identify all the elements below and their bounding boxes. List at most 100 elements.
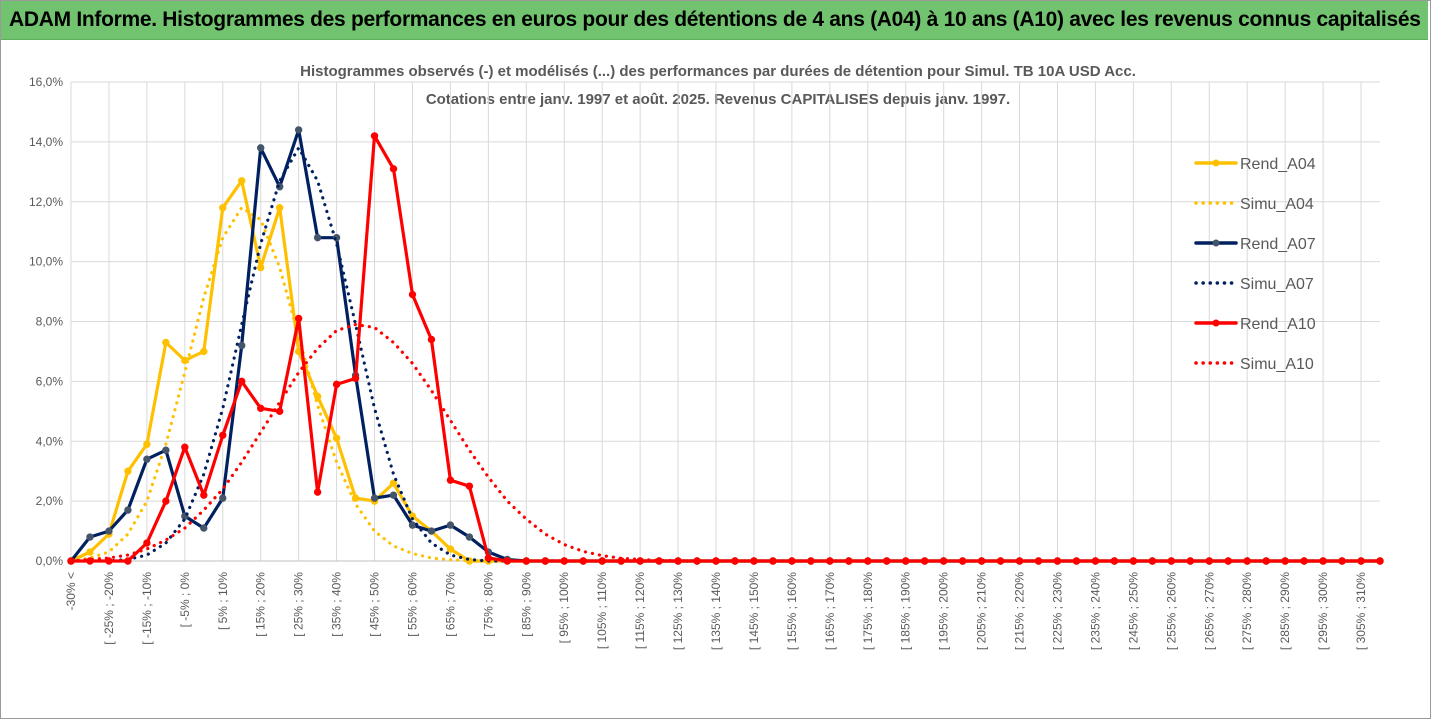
- x-tick-label: [ 285% ; 290%: [1278, 572, 1292, 650]
- series-line-Simu_A04: [69, 206, 1382, 563]
- x-tick-label: [ 165% ; 170%: [823, 572, 837, 650]
- x-tick-label: [ 125% ; 130%: [671, 572, 685, 650]
- y-tick-label: 6,0%: [36, 374, 64, 388]
- point-Rend_A10: [332, 380, 341, 389]
- point-Rend_A04: [257, 263, 265, 272]
- y-tick-label: 16,0%: [29, 75, 63, 89]
- x-tick-label: [ 185% ; 190%: [899, 572, 913, 650]
- x-tick-label: [ 15% ; 20%: [254, 572, 268, 637]
- series-line-Simu_A07: [69, 146, 1382, 563]
- x-tick-label: [ 135% ; 140%: [709, 572, 723, 650]
- legend-marker-Rend_A04: [1212, 159, 1220, 167]
- x-tick-label: [ 255% ; 260%: [1164, 572, 1178, 650]
- x-tick-label: [ 45% ; 50%: [368, 572, 382, 637]
- y-tick-label: 8,0%: [36, 315, 64, 329]
- point-Rend_A07: [313, 233, 322, 242]
- point-Rend_A10: [427, 335, 436, 344]
- point-Rend_A07: [86, 533, 94, 541]
- point-Rend_A10: [522, 557, 531, 565]
- point-Rend_A04: [143, 440, 151, 448]
- legend-marker-Rend_A07: [1212, 239, 1220, 247]
- legend-label: Rend_A04: [1240, 156, 1316, 173]
- point-Rend_A07: [238, 341, 246, 350]
- point-Rend_A10: [181, 443, 189, 451]
- point-Rend_A10: [162, 497, 170, 505]
- x-tick-label: [ 275% ; 280%: [1240, 572, 1254, 650]
- legend-label: Simu_A10: [1240, 356, 1314, 373]
- point-Rend_A10: [238, 377, 246, 386]
- point-Rend_A04: [124, 467, 132, 475]
- x-tick-label: [ 305% ; 310%: [1354, 572, 1368, 650]
- x-tick-label: [ 175% ; 180%: [861, 572, 875, 650]
- point-Rend_A04: [86, 548, 94, 556]
- legend-label: Rend_A10: [1240, 316, 1316, 333]
- point-Rend_A10: [465, 482, 474, 490]
- point-Rend_A10: [541, 557, 549, 565]
- point-Rend_A04: [332, 434, 341, 442]
- x-tick-label: [ 295% ; 300%: [1316, 572, 1330, 650]
- point-Rend_A10: [579, 557, 587, 565]
- point-Rend_A04: [313, 392, 322, 401]
- legend-marker-Rend_A10: [1212, 319, 1220, 327]
- point-Rend_A10: [257, 404, 265, 413]
- legend-label: Simu_A04: [1240, 196, 1314, 213]
- point-Rend_A10: [446, 476, 455, 484]
- x-tick-label: [ 55% ; 60%: [405, 572, 419, 637]
- x-tick-label: -30% <: [64, 572, 78, 610]
- point-Rend_A10: [313, 488, 322, 496]
- point-Rend_A04: [389, 479, 398, 487]
- y-tick-label: 4,0%: [36, 434, 64, 448]
- header-banner: ADAM Informe. Histogrammes des performan…: [1, 1, 1428, 40]
- y-tick-label: 12,0%: [29, 195, 63, 209]
- point-Rend_A10: [294, 314, 303, 323]
- point-Rend_A07: [427, 527, 436, 535]
- chart-legend: Rend_A04 Simu_A04 Rend_A07 Simu_A07 Rend_A10…: [1194, 156, 1316, 373]
- point-Rend_A07: [257, 144, 265, 152]
- point-Rend_A07: [408, 521, 417, 529]
- series-line-Rend_A07: [69, 128, 1382, 563]
- point-Rend_A07: [219, 494, 227, 502]
- point-Rend_A10: [143, 539, 151, 547]
- chart-grid: [70, 81, 1380, 562]
- point-Rend_A07: [200, 524, 208, 532]
- x-tick-label: [ 215% ; 220%: [1013, 572, 1027, 650]
- x-tick-label: [ -15% ; -10%: [140, 572, 154, 645]
- point-Rend_A04: [238, 177, 246, 185]
- point-Rend_A07: [370, 494, 379, 502]
- point-Rend_A07: [143, 455, 151, 463]
- point-Rend_A07: [389, 491, 398, 499]
- x-tick-label: [ 105% ; 110%: [595, 572, 609, 649]
- x-tick-label: [ 65% ; 70%: [443, 572, 457, 637]
- point-Rend_A04: [446, 545, 455, 553]
- x-tick-label: [ 85% ; 90%: [519, 572, 533, 637]
- point-Rend_A10: [370, 132, 379, 140]
- legend-label: Simu_A07: [1240, 276, 1314, 293]
- x-tick-label: [ 265% ; 270%: [1202, 572, 1216, 650]
- x-tick-label: [ 235% ; 240%: [1088, 572, 1102, 650]
- point-Rend_A10: [200, 491, 208, 499]
- point-Rend_A04: [200, 347, 208, 356]
- x-axis: -30% < [ -25% ; -20% [ -15% ; -10% [ -5% ; …: [64, 560, 1380, 650]
- point-Rend_A07: [105, 527, 113, 535]
- x-tick-label: [ 75% ; 80%: [481, 572, 495, 637]
- legend-label: Rend_A07: [1240, 236, 1316, 253]
- point-Rend_A10: [351, 374, 360, 383]
- point-Rend_A10: [124, 557, 132, 565]
- point-Rend_A07: [162, 446, 170, 454]
- point-Rend_A10: [389, 165, 398, 173]
- x-tick-label: [ 195% ; 200%: [937, 572, 951, 650]
- point-Rend_A07: [294, 126, 303, 134]
- x-tick-label: [ 155% ; 160%: [785, 572, 799, 650]
- y-axis: 0,0% 2,0% 4,0% 6,0% 8,0% 10,0% 12,0% 14,0% 16,0%: [29, 75, 63, 568]
- x-tick-label: [ 145% ; 150%: [747, 572, 761, 650]
- y-tick-label: 2,0%: [36, 494, 64, 508]
- point-Rend_A07: [124, 506, 132, 514]
- y-tick-label: 0,0%: [36, 554, 64, 568]
- point-Rend_A10: [408, 290, 417, 299]
- point-Rend_A10: [219, 431, 227, 439]
- chart-title-line2: Cotations entre janv. 1997 et août. 2025…: [426, 91, 1010, 108]
- x-tick-label: [ 225% ; 230%: [1050, 572, 1064, 650]
- point-Rend_A10: [484, 554, 493, 562]
- point-Rend_A07: [465, 533, 474, 541]
